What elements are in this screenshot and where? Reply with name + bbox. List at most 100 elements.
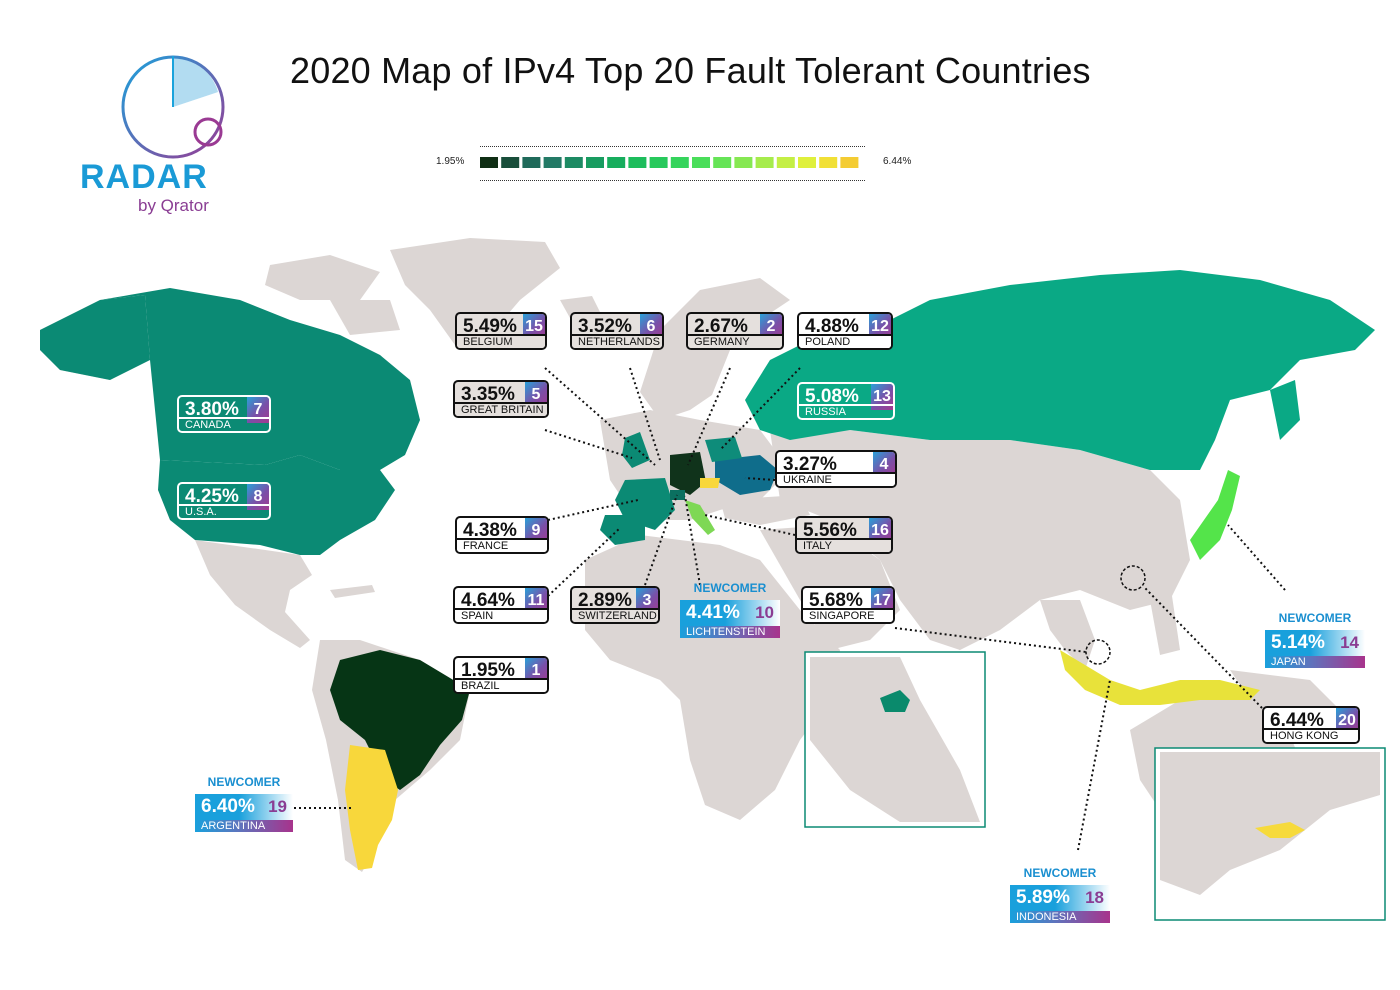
russia-rank-badge: 13: [871, 384, 893, 410]
hong-kong-inset-shape: [1255, 822, 1305, 838]
switzerland-connector-line: [644, 494, 678, 586]
usa-name: U.S.A.: [179, 504, 269, 518]
spain-pct: 4.64%: [461, 590, 515, 611]
mexico-shape: [195, 540, 312, 648]
page-title: 2020 Map of IPv4 Top 20 Fault Tolerant C…: [290, 50, 1091, 91]
switzerland-pct: 2.89%: [578, 590, 632, 611]
ukraine-card: 3.27% 4 UKRAINE: [775, 450, 897, 488]
legend-swatch: [501, 157, 520, 168]
alaska-colored-shape: [40, 295, 150, 380]
argentina-shape: [345, 745, 398, 870]
indonesia-newcomer-label: NEWCOMER: [1023, 866, 1097, 880]
argentina-newcomer-label: NEWCOMER: [207, 775, 281, 789]
greenland-shape: [390, 238, 560, 345]
legend-min-label: 1.95%: [436, 156, 465, 167]
indonesia-rank: 18: [1085, 888, 1104, 907]
legend-divider-bottom: [480, 180, 865, 181]
italy-card: 5.56% 16 ITALY: [795, 516, 893, 554]
usa-card: 4.25% 8 U.S.A.: [177, 482, 271, 520]
switzerland-shape: [670, 490, 685, 500]
canada-shape: [100, 288, 420, 470]
belgium-rank-badge: 15: [523, 314, 545, 340]
italy-pct: 5.56%: [803, 520, 857, 541]
poland-rank-badge: 12: [869, 314, 891, 340]
france-name: FRANCE: [457, 538, 547, 552]
legend-swatch: [480, 157, 498, 168]
poland-connector-line: [719, 367, 801, 451]
great-britain-connector-line: [544, 429, 633, 459]
france-pct: 4.38%: [463, 520, 517, 541]
japan-name: JAPAN: [1265, 656, 1365, 668]
great-britain-card: 3.35% 5 GREAT BRITAIN: [453, 380, 549, 418]
switzerland-card: 2.89% 3 SWITZERLAND: [570, 586, 660, 624]
poland-pct: 4.88%: [805, 316, 859, 337]
netherlands-connector-line: [629, 367, 661, 461]
russia-shape: [745, 270, 1375, 470]
switzerland-rank-badge: 3: [636, 588, 658, 614]
legend-divider-top: [480, 146, 865, 147]
indonesia-pct: 5.89%: [1016, 887, 1070, 908]
legend-max-label: 6.44%: [883, 156, 912, 167]
hungary-shape: [700, 478, 720, 488]
japan-card: NEWCOMER 5.14% 14 JAPAN: [1265, 611, 1365, 668]
italy-connector-line: [704, 514, 796, 536]
hong-kong-pct: 6.44%: [1270, 710, 1324, 731]
usa-rank-badge: 8: [247, 484, 269, 510]
hong-kong-name: HONG KONG: [1264, 728, 1358, 742]
logo-brand: RADAR: [80, 158, 208, 196]
lichtenstein-pct: 4.41%: [686, 602, 740, 623]
lichtenstein-connector-line: [684, 495, 701, 586]
france-connector-line: [547, 499, 639, 521]
russia-card: 5.08% 13 RUSSIA: [797, 382, 895, 420]
poland-card: 4.88% 12 POLAND: [797, 312, 893, 350]
germany-card: 2.67% 2 GERMANY: [686, 312, 784, 350]
great-britain-rank-badge: 5: [525, 382, 547, 408]
indonesia-connector-line: [1077, 679, 1111, 851]
germany-rank-badge: 2: [760, 314, 782, 340]
italy-name: ITALY: [797, 538, 891, 552]
legend-swatch: [840, 157, 859, 168]
germany-shape: [670, 452, 706, 495]
canada-card: 3.80% 7 CANADA: [177, 395, 271, 433]
india-shape: [910, 560, 990, 650]
legend-swatch: [522, 157, 541, 168]
poland-name: POLAND: [799, 334, 891, 348]
canada-pct: 3.80%: [185, 399, 239, 420]
legend-swatch: [819, 157, 838, 168]
russia-pct: 5.08%: [805, 386, 859, 407]
ukraine-rank-badge: 4: [873, 452, 895, 478]
legend-swatch: [670, 157, 689, 168]
netherlands-pct: 3.52%: [578, 316, 632, 337]
canada-name: CANADA: [179, 417, 269, 431]
philippines-shape: [1150, 596, 1180, 655]
legend-swatch: [564, 157, 583, 168]
radar-logo-icon: [121, 55, 225, 159]
hong-kong-rank-badge: 20: [1336, 708, 1358, 734]
singapore-card: 5.68% 17 SINGAPORE: [801, 586, 895, 624]
poland-shape: [705, 437, 742, 462]
singapore-marker-circle: [1085, 639, 1111, 665]
belgium-card: 5.49% 15 BELGIUM: [455, 312, 547, 350]
lichtenstein-newcomer-label: NEWCOMER: [693, 581, 767, 595]
japan-pct: 5.14%: [1271, 632, 1325, 653]
spain-name: SPAIN: [455, 608, 547, 622]
italy-shape: [685, 500, 715, 535]
russia-name: RUSSIA: [799, 404, 893, 418]
singapore-rank-badge: 17: [871, 588, 893, 614]
brazil-shape: [330, 650, 470, 790]
legend-color-scale: [480, 157, 859, 168]
papua-shape: [1230, 670, 1340, 715]
legend-swatch: [755, 157, 774, 168]
legend-swatch: [628, 157, 647, 168]
singapore-inset-shape: [880, 690, 910, 712]
singapore-connector-line: [894, 627, 1087, 653]
germany-pct: 2.67%: [694, 316, 748, 337]
canada-rank-badge: 7: [247, 397, 269, 423]
usa-pct: 4.25%: [185, 486, 239, 507]
kamchatka-shape: [1270, 380, 1300, 440]
indonesia-name: INDONESIA: [1010, 911, 1110, 923]
japan-rank: 14: [1340, 633, 1359, 652]
hong-kong-card: 6.44% 20 HONG KONG: [1262, 706, 1360, 744]
